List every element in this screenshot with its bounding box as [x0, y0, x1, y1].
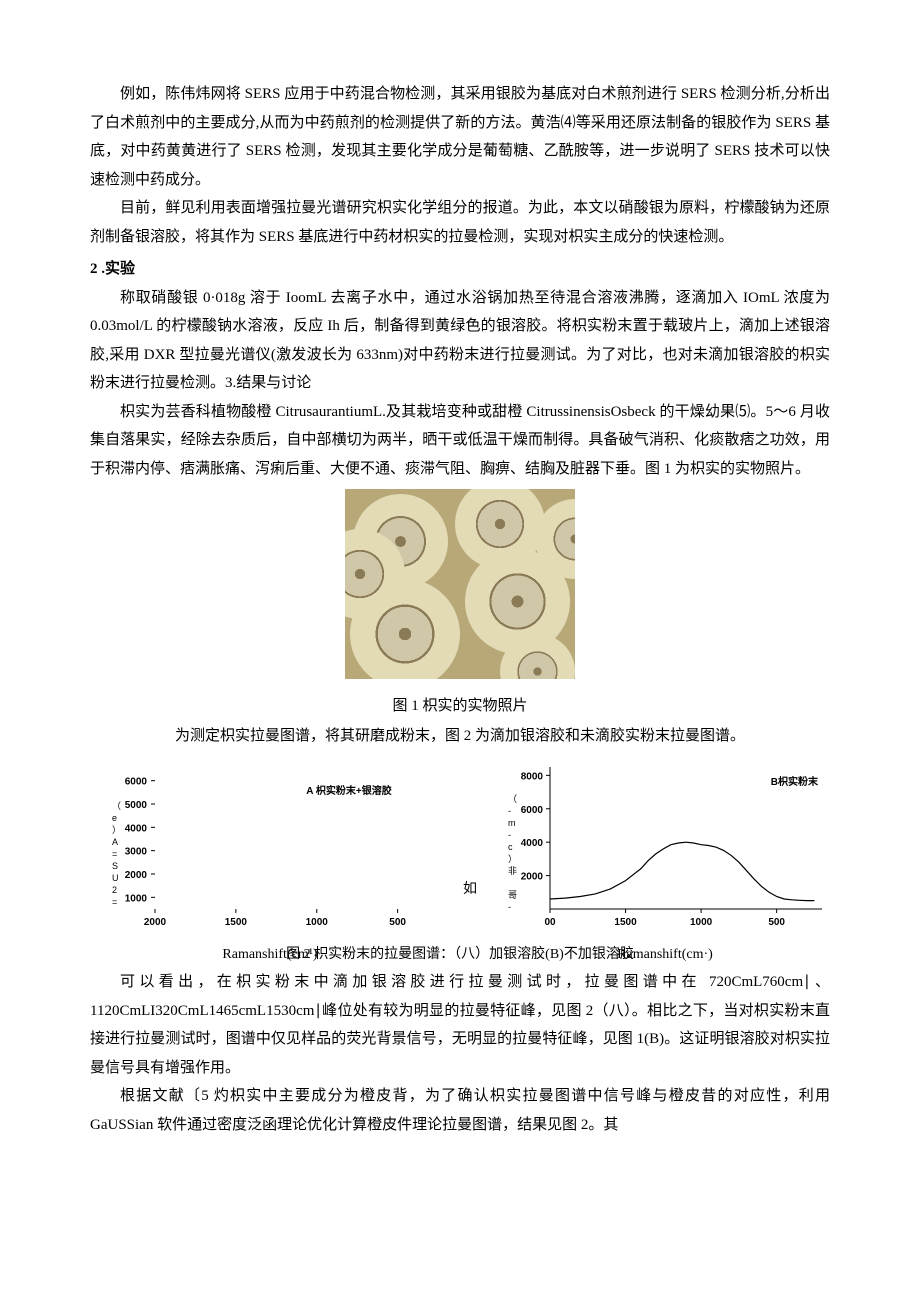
- mid-label: 如: [463, 877, 477, 934]
- svg-text:2: 2: [112, 885, 117, 895]
- svg-text:6000: 6000: [125, 776, 148, 787]
- svg-text:-: -: [508, 902, 511, 912]
- svg-text:A: A: [112, 837, 118, 847]
- svg-text:）: ）: [508, 854, 517, 864]
- svg-text:1000: 1000: [306, 917, 329, 928]
- svg-text:1000: 1000: [690, 917, 713, 928]
- paragraph-6: 可以看出，在枳实粉末中滴加银溶胶进行拉曼测试时，拉曼图谱中在 720CmL760…: [90, 968, 830, 1082]
- chart-b-xlabel: Ramanshift(cm·): [500, 942, 830, 969]
- svg-text:5000: 5000: [125, 800, 148, 811]
- figure-1: [90, 489, 830, 690]
- svg-text:（: （: [508, 794, 517, 804]
- paragraph-4: 枳实为芸香科植物酸橙 CitrusaurantiumL.及其栽培变种或甜橙 Ci…: [90, 398, 830, 484]
- svg-text:-: -: [508, 806, 511, 816]
- svg-text:500: 500: [389, 917, 406, 928]
- svg-text:4000: 4000: [125, 823, 148, 834]
- svg-text:非: 非: [508, 865, 517, 876]
- svg-text:8000: 8000: [521, 771, 544, 782]
- svg-text:1500: 1500: [614, 917, 637, 928]
- svg-text:c: c: [508, 842, 513, 852]
- figure-2-charts: 1000 2000 3000 4000 5000 6000 2000 1500 1000 500 （…: [90, 759, 830, 934]
- chart-a: 1000 2000 3000 4000 5000 6000 2000 1500 1000 500 （…: [100, 759, 440, 934]
- paragraph-1: 例如，陈伟炜网将 SERS 应用于中药混合物检测，其采用银胶为基底对白术煎剂进行…: [90, 80, 830, 194]
- paragraph-3: 称取硝酸银 0·018g 溶于 IoomL 去离子水中，通过水浴锅加热至待混合溶…: [90, 284, 830, 398]
- svg-text:2000: 2000: [521, 871, 544, 882]
- paragraph-2: 目前，鲜见利用表面增强拉曼光谱研究枳实化学组分的报道。为此，本文以硝酸银为原料，…: [90, 194, 830, 251]
- paragraph-5: 为测定枳实拉曼图谱，将其研磨成粉末，图 2 为滴加银溶胶和未滴胶实粉末拉曼图谱。: [90, 722, 830, 751]
- section-2-heading: 2 .实验: [90, 255, 830, 284]
- chart-b: 2000 4000 6000 8000 00 1500 1000 500 （ - m - c ）非 哥 - B…: [500, 759, 830, 934]
- svg-text:U: U: [112, 873, 119, 883]
- svg-text:00: 00: [544, 917, 556, 928]
- svg-text:（: （: [112, 801, 121, 811]
- svg-text:m: m: [508, 818, 516, 828]
- chart-a-xlabel: Ramanshift(cm¹): [100, 942, 440, 969]
- figure-1-photo: [345, 489, 575, 679]
- svg-text:S: S: [112, 861, 118, 871]
- svg-text:1000: 1000: [125, 893, 148, 904]
- svg-text:A 枳实粉末+银溶胶: A 枳实粉末+银溶胶: [306, 784, 391, 797]
- svg-text:）: ）: [112, 825, 121, 835]
- svg-text:B枳实粉末: B枳实粉末: [771, 775, 819, 788]
- svg-text:-: -: [508, 830, 511, 840]
- svg-text:2000: 2000: [144, 917, 167, 928]
- svg-text:e: e: [112, 813, 117, 823]
- svg-text:2000: 2000: [125, 870, 148, 881]
- svg-text:1500: 1500: [225, 917, 248, 928]
- svg-text:6000: 6000: [521, 804, 544, 815]
- paragraph-7: 根据文献〔5 灼枳实中主要成分为橙皮背，为了确认枳实拉曼图谱中信号峰与橙皮昔的对…: [90, 1082, 830, 1139]
- figure-1-caption: 图 1 枳实的实物照片: [90, 692, 830, 721]
- svg-text:500: 500: [768, 917, 785, 928]
- svg-text:=: =: [112, 849, 117, 859]
- svg-text:3000: 3000: [125, 846, 148, 857]
- svg-text:哥: 哥: [508, 890, 517, 900]
- svg-text:4000: 4000: [521, 838, 544, 849]
- svg-text:=: =: [112, 897, 117, 907]
